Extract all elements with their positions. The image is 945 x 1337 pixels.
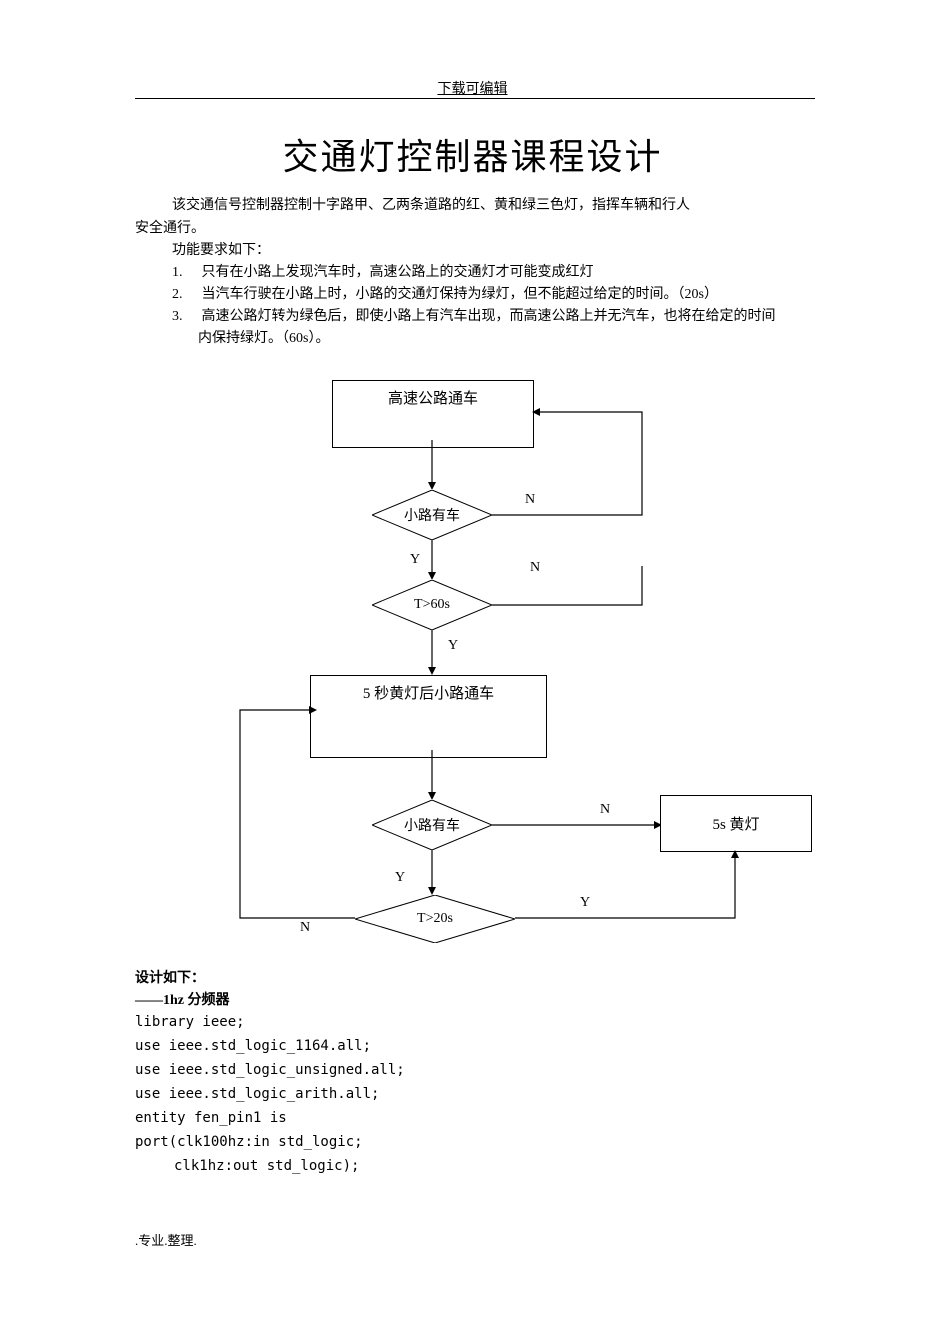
func-req-label: 功能要求如下： bbox=[172, 240, 270, 262]
arrow-d2-Y bbox=[430, 630, 434, 675]
code-l3: use ieee.std_logic_unsigned.all; bbox=[135, 1062, 405, 1078]
arrow-box1-d1 bbox=[430, 440, 434, 490]
arrow-d4-N bbox=[240, 710, 360, 925]
code-l5: entity fen_pin1 is bbox=[135, 1110, 287, 1126]
flow-box1-label: 高速公路通车 bbox=[388, 387, 478, 408]
edge-d4-Y: Y bbox=[580, 895, 590, 911]
intro-line1: 该交通信号控制器控制十字路甲、乙两条道路的红、黄和绿三色灯，指挥车辆和行人 bbox=[172, 195, 690, 217]
design-header: 设计如下： bbox=[135, 968, 205, 990]
list-num-1: 1. bbox=[172, 262, 198, 284]
list-num-2: 2. bbox=[172, 284, 198, 306]
code-l7: clk1hz:out std_logic); bbox=[174, 1158, 359, 1174]
code-l1: library ieee; bbox=[135, 1014, 245, 1030]
list-text-1: 只有在小路上发现汽车时，高速公路上的交通灯才可能变成红灯 bbox=[202, 265, 594, 280]
flow-diamond-smallroad-car-2: 小路有车 bbox=[372, 800, 492, 850]
flow-d2-label: T>60s bbox=[372, 580, 492, 630]
arrow-d3-N bbox=[492, 823, 662, 827]
arrow-box2-d3 bbox=[430, 750, 434, 800]
arrow-box3-up bbox=[532, 410, 762, 800]
edge-d4-N: N bbox=[300, 920, 310, 936]
flow-box2-label: 5 秒黄灯后小路通车 bbox=[363, 682, 494, 703]
arrow-d4-Y bbox=[515, 850, 745, 925]
flow-diamond-smallroad-car-1: 小路有车 bbox=[372, 490, 492, 540]
list-text-2: 当汽车行驶在小路上时，小路的交通灯保持为绿灯，但不能超过给定的时间。（20s） bbox=[202, 287, 718, 302]
flow-diamond-t20: T>20s bbox=[355, 895, 515, 943]
flowchart: 高速公路通车 小路有车 N Y bbox=[0, 380, 945, 980]
page-title: 交通灯控制器课程设计 bbox=[0, 128, 945, 180]
edge-d3-N: N bbox=[600, 802, 610, 818]
header-rule bbox=[135, 98, 815, 99]
flow-diamond-t60: T>60s bbox=[372, 580, 492, 630]
edge-d2-Y: Y bbox=[448, 638, 458, 654]
list-text-3a: 高速公路灯转为绿色后，即使小路上有汽车出现，而高速公路上并无汽车，也将在给定的时… bbox=[202, 309, 776, 324]
list-num-3: 3. bbox=[172, 306, 198, 328]
code-l6: port(clk100hz:in std_logic; bbox=[135, 1134, 363, 1150]
document-page: 下载可编辑 交通灯控制器课程设计 该交通信号控制器控制十字路甲、乙两条道路的红、… bbox=[0, 0, 945, 1337]
arrow-d1-Y bbox=[430, 540, 434, 580]
flow-d3-label: 小路有车 bbox=[372, 800, 492, 850]
list-text-3b: 内保持绿灯。（60s）。 bbox=[198, 331, 329, 346]
flow-box3-label: 5s 黄灯 bbox=[712, 813, 759, 834]
edge-d1-Y: Y bbox=[410, 552, 420, 568]
flow-d4-label: T>20s bbox=[355, 895, 515, 943]
page-header: 下载可编辑 bbox=[0, 78, 945, 98]
intro-line2: 安全通行。 bbox=[135, 218, 205, 240]
arrow-d3-Y bbox=[430, 850, 434, 895]
flow-box-5s-yellow: 5s 黄灯 bbox=[660, 795, 812, 852]
page-footer: .专业.整理. bbox=[135, 1230, 197, 1249]
code-l2: use ieee.std_logic_1164.all; bbox=[135, 1038, 371, 1054]
section-1hz: ——1hz 分频器 bbox=[135, 990, 230, 1012]
code-l4: use ieee.std_logic_arith.all; bbox=[135, 1086, 379, 1102]
edge-d3-Y: Y bbox=[395, 870, 405, 886]
flow-d1-label: 小路有车 bbox=[372, 490, 492, 540]
